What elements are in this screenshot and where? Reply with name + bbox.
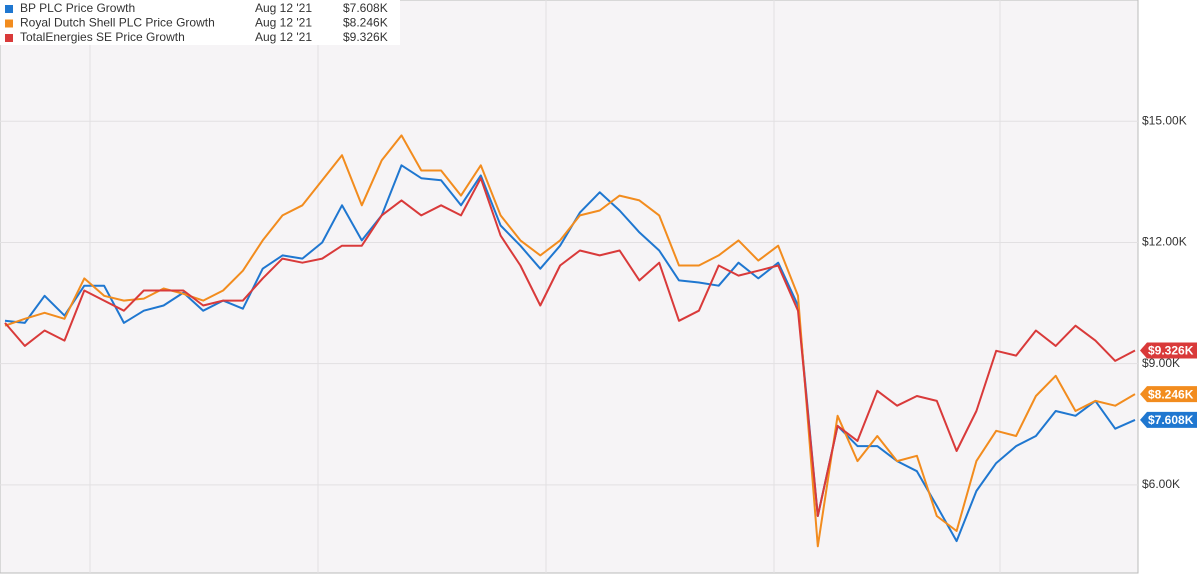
series-line bbox=[4, 177, 1136, 517]
y-tick-label: $12.00K bbox=[1142, 235, 1187, 249]
y-tick-label: $6.00K bbox=[1142, 477, 1180, 491]
legend-value: $8.246K bbox=[343, 16, 388, 30]
legend-value: $9.326K bbox=[343, 30, 388, 44]
legend-date: Aug 12 '21 bbox=[255, 1, 312, 15]
y-tick-label: $9.00K bbox=[1142, 356, 1180, 370]
legend-swatch bbox=[5, 19, 13, 28]
value-tag bbox=[1140, 342, 1197, 359]
value-tag-label: $9.326K bbox=[1148, 344, 1194, 358]
value-tag-label: $8.246K bbox=[1148, 387, 1194, 401]
legend-label: BP PLC Price Growth bbox=[20, 1, 135, 15]
legend-date: Aug 12 '21 bbox=[255, 16, 312, 30]
legend-swatch bbox=[5, 5, 13, 13]
value-tag-label: $7.608K bbox=[1148, 413, 1194, 427]
legend-date: Aug 12 '21 bbox=[255, 30, 312, 44]
x-grid bbox=[89, 0, 1001, 573]
value-tag bbox=[1140, 411, 1197, 428]
legend-label: Royal Dutch Shell PLC Price Growth bbox=[20, 16, 215, 30]
value-tag bbox=[1140, 386, 1197, 403]
plot-area bbox=[0, 0, 1139, 574]
y-tick-label: $15.00K bbox=[1142, 113, 1187, 127]
legend-box bbox=[0, 0, 400, 45]
legend-label: TotalEnergies SE Price Growth bbox=[20, 30, 185, 44]
legend-value: $7.608K bbox=[343, 1, 388, 15]
legend-swatch bbox=[5, 34, 13, 42]
